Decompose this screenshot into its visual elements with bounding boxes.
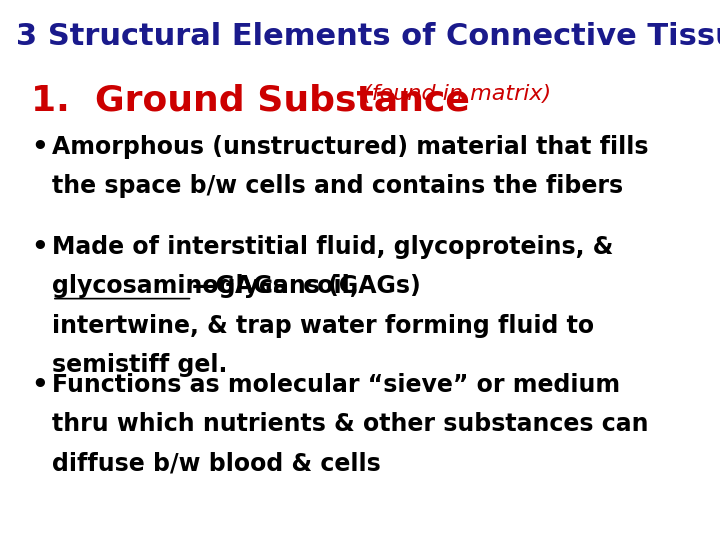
Text: intertwine, & trap water forming fluid to: intertwine, & trap water forming fluid t…: [52, 314, 594, 338]
Text: Functions as molecular “sieve” or medium: Functions as molecular “sieve” or medium: [52, 373, 620, 396]
Text: semistiff gel.: semistiff gel.: [52, 353, 228, 377]
Text: the space b/w cells and contains the fibers: the space b/w cells and contains the fib…: [52, 174, 623, 198]
Text: •: •: [31, 235, 48, 261]
Text: glycosaminoglycans (GAGs): glycosaminoglycans (GAGs): [52, 274, 420, 298]
Text: —GAGs  coil,: —GAGs coil,: [192, 274, 359, 298]
Text: (found in matrix): (found in matrix): [356, 84, 552, 104]
Text: 1.  Ground Substance: 1. Ground Substance: [31, 84, 470, 118]
Text: 3 Structural Elements of Connective Tissue: 3 Structural Elements of Connective Tiss…: [16, 22, 720, 51]
Text: Made of interstitial fluid, glycoproteins, &: Made of interstitial fluid, glycoprotein…: [52, 235, 613, 259]
Text: glycosaminoglycans (GAGs): glycosaminoglycans (GAGs): [52, 274, 420, 298]
Text: •: •: [31, 135, 48, 161]
Text: diffuse b/w blood & cells: diffuse b/w blood & cells: [52, 451, 381, 475]
Text: thru which nutrients & other substances can: thru which nutrients & other substances …: [52, 412, 649, 436]
Text: Amorphous (unstructured) material that fills: Amorphous (unstructured) material that f…: [52, 135, 649, 159]
Text: •: •: [31, 373, 48, 399]
